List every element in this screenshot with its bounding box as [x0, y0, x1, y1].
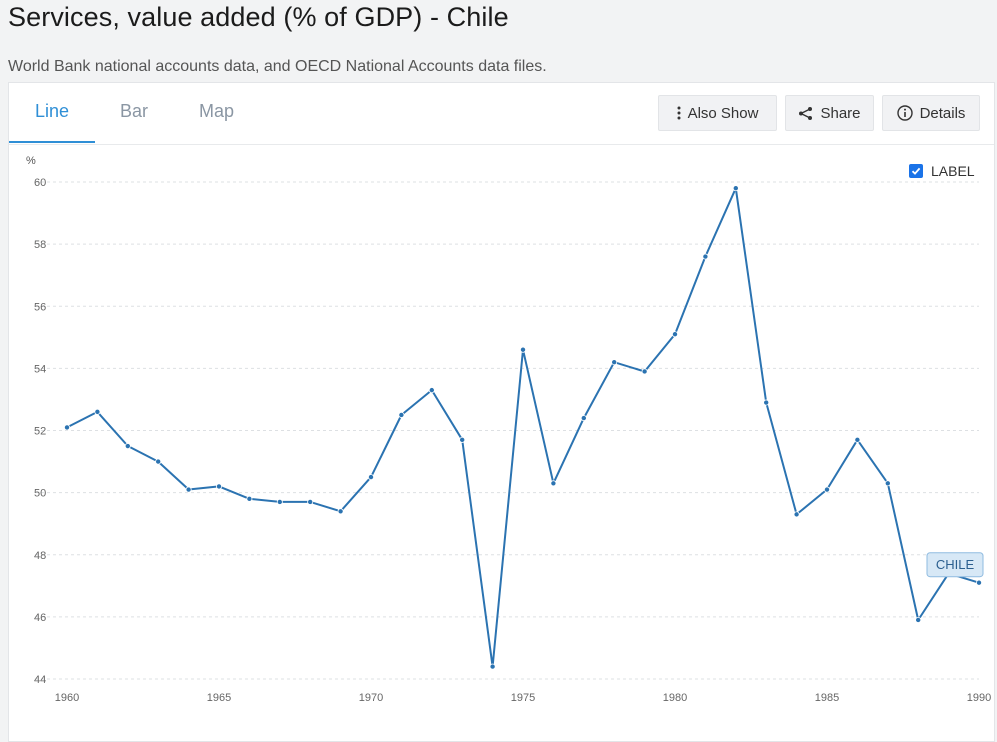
data-point [611, 359, 618, 366]
tab-line[interactable]: Line [35, 101, 70, 121]
data-point [702, 253, 709, 260]
x-tick-label: 1985 [815, 692, 839, 704]
data-point [185, 486, 192, 493]
data-point [215, 483, 222, 490]
y-tick-label: 48 [34, 550, 46, 562]
y-tick-label: 58 [34, 239, 46, 251]
share-button[interactable]: Share [785, 95, 874, 131]
line-chart: 44 46 48 50 52 54 56 58 60 1960 1965 1970 1975 1980 19… [34, 177, 991, 704]
y-tick-label: 60 [34, 177, 46, 189]
series-label-box [926, 552, 984, 578]
x-tick-label: 1990 [967, 692, 991, 704]
data-point [641, 368, 648, 375]
y-tick-label: 54 [34, 363, 46, 375]
data-point [307, 498, 314, 505]
share-icon [798, 106, 813, 121]
series-line [66, 187, 980, 668]
data-point [276, 498, 283, 505]
tab-bar-chart[interactable]: Bar [120, 101, 149, 121]
data-point [94, 408, 101, 415]
data-point [124, 443, 131, 450]
data-point [246, 495, 253, 502]
x-tick-label: 1975 [511, 692, 535, 704]
data-point [763, 399, 770, 406]
y-tick-label: 44 [34, 674, 46, 686]
data-point [672, 331, 679, 338]
data-point [337, 508, 344, 515]
data-point [854, 436, 861, 443]
data-point [489, 663, 496, 670]
label-toggle[interactable]: LABEL [909, 163, 975, 179]
data-point [155, 458, 162, 465]
tab-map[interactable]: Map [199, 101, 235, 121]
tab-bar: Line Bar Map Also Show Share Details [9, 83, 994, 145]
y-tick-label: 46 [34, 612, 46, 624]
y-axis-unit: % [26, 155, 36, 167]
y-tick-label: 56 [34, 301, 46, 313]
also-show-label: Also Show [687, 104, 759, 122]
x-tick-label: 1960 [55, 692, 79, 704]
x-tick-label: 1965 [207, 692, 231, 704]
details-button[interactable]: Details [882, 95, 980, 131]
data-point [64, 424, 71, 431]
more-vertical-icon [677, 106, 681, 120]
data-point [550, 480, 557, 487]
data-point [580, 415, 587, 422]
label-toggle-text: LABEL [931, 163, 975, 179]
data-point [732, 185, 739, 192]
chart-panel: Line Bar Map Also Show Share Details % [8, 82, 995, 742]
y-tick-label: 52 [34, 426, 46, 438]
data-point [976, 579, 983, 586]
details-label: Details [919, 104, 966, 122]
x-tick-label: 1970 [359, 692, 383, 704]
page-title: Services, value added (% of GDP) - Chile [8, 2, 509, 32]
share-label: Share [820, 104, 861, 122]
data-point [793, 511, 800, 518]
x-tick-label: 1980 [663, 692, 687, 704]
data-point [367, 474, 374, 481]
info-icon [896, 105, 913, 121]
data-point [884, 480, 891, 487]
data-point [824, 486, 831, 493]
active-tab-indicator [9, 141, 95, 143]
data-point [459, 436, 466, 443]
data-point [915, 616, 922, 623]
y-tick-label: 50 [34, 488, 46, 500]
checkbox-checked-icon[interactable] [909, 164, 923, 178]
also-show-button[interactable]: Also Show [658, 95, 777, 131]
page-subtitle: World Bank national accounts data, and O… [8, 58, 547, 75]
data-point [428, 387, 435, 394]
data-point [398, 411, 405, 418]
data-point [519, 346, 526, 353]
series-label: CHILE [936, 557, 975, 572]
